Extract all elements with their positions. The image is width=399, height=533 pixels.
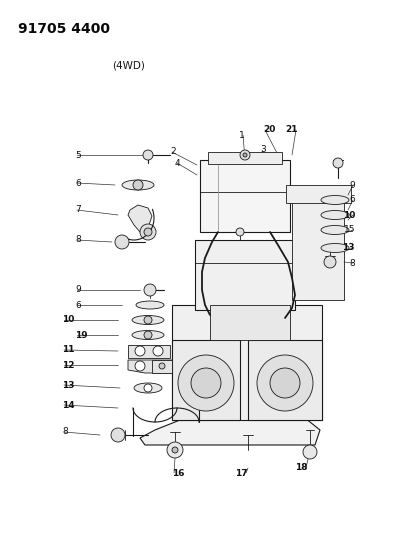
- Ellipse shape: [122, 180, 154, 190]
- Bar: [286, 185, 351, 203]
- Circle shape: [333, 158, 343, 168]
- Text: 20: 20: [263, 125, 275, 134]
- Text: 21: 21: [286, 125, 298, 134]
- Circle shape: [153, 346, 163, 356]
- Ellipse shape: [321, 196, 349, 205]
- Text: 6: 6: [75, 179, 81, 188]
- Text: 91705 4400: 91705 4400: [18, 22, 110, 36]
- Text: 16: 16: [172, 469, 184, 478]
- Polygon shape: [128, 205, 152, 232]
- Circle shape: [144, 228, 152, 236]
- Bar: [172, 305, 322, 420]
- Polygon shape: [128, 360, 172, 373]
- Circle shape: [167, 442, 183, 458]
- Ellipse shape: [134, 383, 162, 393]
- Text: 10: 10: [343, 211, 355, 220]
- Ellipse shape: [132, 316, 164, 325]
- Circle shape: [159, 363, 165, 369]
- Text: 18: 18: [296, 464, 308, 472]
- Text: 1: 1: [239, 131, 245, 140]
- Circle shape: [133, 180, 143, 190]
- Bar: [195, 240, 295, 310]
- Circle shape: [144, 284, 156, 296]
- Bar: [208, 152, 282, 164]
- Bar: [292, 195, 344, 300]
- Text: (4WD): (4WD): [112, 60, 145, 70]
- Text: 4: 4: [175, 158, 181, 167]
- Bar: [248, 340, 322, 420]
- Text: 15: 15: [344, 225, 355, 235]
- Circle shape: [172, 447, 178, 453]
- Circle shape: [243, 153, 247, 157]
- Circle shape: [135, 361, 145, 371]
- Circle shape: [115, 235, 129, 249]
- Circle shape: [257, 355, 313, 411]
- Text: 5: 5: [75, 150, 81, 159]
- Polygon shape: [128, 345, 170, 358]
- Bar: [172, 340, 240, 420]
- Circle shape: [270, 368, 300, 398]
- Circle shape: [140, 224, 156, 240]
- Ellipse shape: [136, 301, 164, 309]
- Circle shape: [143, 150, 153, 160]
- Text: 13: 13: [62, 381, 75, 390]
- Ellipse shape: [321, 244, 349, 253]
- Circle shape: [144, 384, 152, 392]
- Text: 14: 14: [62, 400, 75, 409]
- Text: 9: 9: [349, 181, 355, 190]
- Circle shape: [240, 150, 250, 160]
- Circle shape: [178, 355, 234, 411]
- Text: 17: 17: [235, 469, 248, 478]
- Text: 10: 10: [62, 316, 74, 325]
- Text: 7: 7: [75, 206, 81, 214]
- Ellipse shape: [321, 211, 349, 220]
- Text: 8: 8: [349, 259, 355, 268]
- Circle shape: [236, 228, 244, 236]
- Circle shape: [191, 368, 221, 398]
- Text: 2: 2: [170, 148, 176, 157]
- Polygon shape: [140, 415, 320, 445]
- Text: 3: 3: [260, 146, 266, 155]
- Text: 6: 6: [349, 196, 355, 205]
- Text: 19: 19: [75, 330, 88, 340]
- Text: 11: 11: [62, 345, 75, 354]
- Text: 13: 13: [342, 244, 355, 253]
- Circle shape: [135, 346, 145, 356]
- Circle shape: [144, 316, 152, 324]
- Bar: [152, 360, 172, 373]
- Text: 9: 9: [75, 286, 81, 295]
- Text: 8: 8: [75, 236, 81, 245]
- Circle shape: [111, 428, 125, 442]
- Bar: [200, 160, 290, 232]
- Circle shape: [324, 256, 336, 268]
- Bar: [210, 305, 290, 340]
- Circle shape: [303, 445, 317, 459]
- Text: 8: 8: [62, 427, 68, 437]
- Ellipse shape: [321, 225, 349, 235]
- Circle shape: [144, 331, 152, 339]
- Text: 12: 12: [62, 360, 75, 369]
- Ellipse shape: [132, 330, 164, 340]
- Text: 6: 6: [75, 301, 81, 310]
